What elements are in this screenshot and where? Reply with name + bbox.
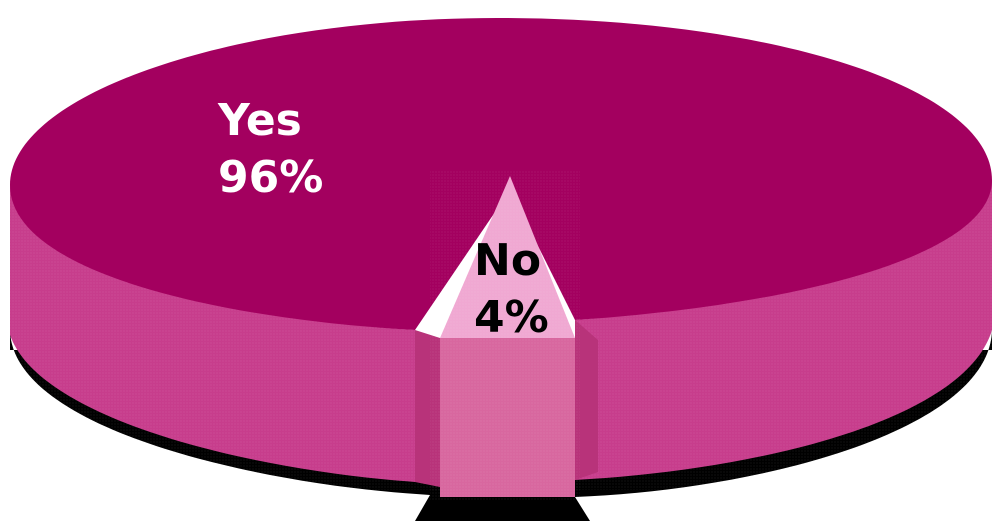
slice-label-yes: Yes [217,95,302,146]
slice-yes-cut-right [575,320,598,480]
slice-value-no: 4% [474,292,549,343]
slice-value-yes: 96% [218,152,323,203]
slice-label-no: No [474,235,541,286]
